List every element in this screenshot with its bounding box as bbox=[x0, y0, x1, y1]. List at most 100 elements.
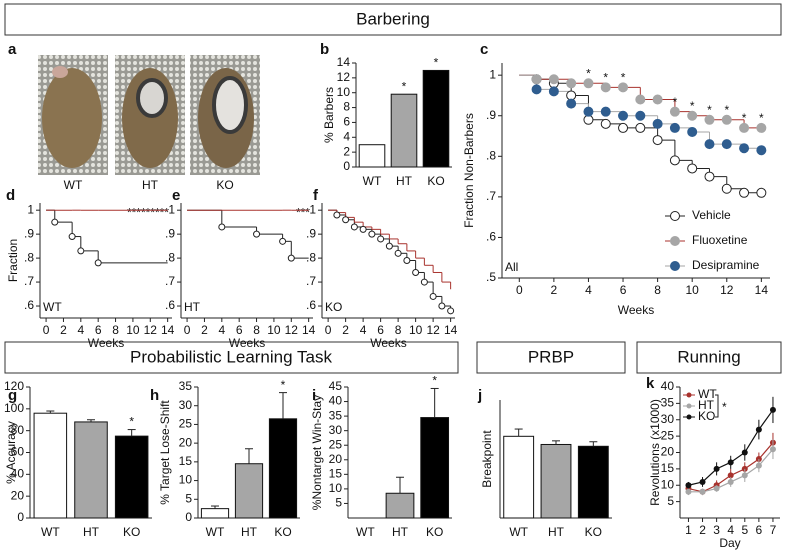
photo-caption: KO bbox=[216, 178, 233, 192]
legend-label: KO bbox=[698, 409, 715, 423]
legend-label: Desipramine bbox=[692, 258, 760, 272]
marker bbox=[669, 122, 680, 133]
legend-marker bbox=[686, 403, 692, 409]
bar bbox=[577, 445, 609, 519]
marker bbox=[429, 292, 437, 300]
legend-label: HT bbox=[698, 398, 715, 412]
marker bbox=[635, 110, 646, 121]
marker bbox=[51, 218, 59, 226]
marker bbox=[618, 122, 629, 133]
marker bbox=[756, 145, 767, 156]
photo-panel: a WT HT KO bbox=[8, 41, 260, 192]
marker bbox=[755, 462, 762, 469]
x-tick-label: 6 bbox=[620, 283, 627, 297]
y-tick-label: 15 bbox=[661, 461, 675, 475]
header-box bbox=[636, 341, 782, 374]
section-headers: Barbering Probabilistic Learning Task PR… bbox=[4, 3, 782, 374]
significance: * bbox=[129, 415, 134, 429]
marker bbox=[253, 230, 261, 238]
marker bbox=[566, 78, 577, 89]
x-tick-label: 4 bbox=[218, 323, 225, 337]
y-tick-label: 15 bbox=[179, 454, 193, 468]
marker bbox=[685, 482, 692, 489]
x-tick-label: 8 bbox=[654, 283, 661, 297]
x-tick-label: 8 bbox=[395, 323, 402, 337]
y-tick-label: 40 bbox=[661, 379, 675, 393]
inset-label: KO bbox=[325, 300, 342, 314]
marker bbox=[669, 155, 680, 166]
y-tick-label: .8 bbox=[306, 250, 316, 264]
marker bbox=[618, 110, 629, 121]
y-tick-label: 6 bbox=[343, 115, 350, 129]
x-tick-label: 4 bbox=[77, 323, 84, 337]
marker bbox=[769, 406, 776, 413]
y-tick-label: .6 bbox=[24, 298, 34, 312]
significance: * bbox=[673, 95, 678, 109]
x-tick-label: 0 bbox=[184, 323, 191, 337]
mouse-ear bbox=[52, 66, 68, 78]
y-tick-label: 0 bbox=[17, 510, 24, 524]
significance: * bbox=[759, 111, 764, 125]
photo-caption: HT bbox=[142, 178, 159, 192]
bar bbox=[422, 69, 450, 168]
y-tick-label: 8 bbox=[343, 100, 350, 114]
header-box bbox=[4, 341, 459, 374]
header: Probabilistic Learning Task bbox=[130, 347, 332, 366]
y-tick-label: .7 bbox=[24, 274, 34, 288]
marker bbox=[739, 187, 750, 198]
y-tick-label: .6 bbox=[486, 230, 496, 244]
y-axis-label: % Target Lose-Shift bbox=[158, 400, 172, 505]
legend-marker bbox=[686, 392, 692, 398]
y-tick-label: 1 bbox=[489, 67, 496, 81]
x-tick-label: HT bbox=[392, 525, 409, 539]
y-tick-label: .9 bbox=[486, 108, 496, 122]
x-tick-label: 2 bbox=[201, 323, 208, 337]
x-tick-label: 6 bbox=[236, 323, 243, 337]
x-tick-label: HT bbox=[241, 525, 258, 539]
mouse bbox=[42, 68, 102, 168]
marker bbox=[350, 223, 358, 231]
x-tick-label: WT bbox=[363, 174, 382, 188]
barbered-patch bbox=[136, 78, 168, 118]
significance: * bbox=[722, 400, 727, 414]
marker bbox=[713, 465, 720, 472]
x-tick-label: 0 bbox=[516, 283, 523, 297]
x-tick-label: 6 bbox=[95, 323, 102, 337]
x-tick-label: 6 bbox=[756, 523, 763, 537]
marker bbox=[368, 230, 376, 238]
y-axis-label: %Nontarget Win-Stay bbox=[310, 395, 324, 510]
marker bbox=[600, 106, 611, 117]
y-tick-label: 0 bbox=[185, 510, 192, 524]
y-tick-label: .6 bbox=[165, 298, 175, 312]
marker bbox=[377, 235, 385, 243]
y-tick-label: .9 bbox=[24, 226, 34, 240]
panel-letter: i bbox=[312, 387, 316, 404]
significance: * bbox=[432, 374, 437, 388]
x-tick-label: 10 bbox=[409, 323, 423, 337]
marker bbox=[756, 122, 767, 133]
y-tick-label: 30 bbox=[661, 412, 675, 426]
significance: * bbox=[586, 66, 591, 80]
y-tick-label: 25 bbox=[329, 437, 343, 451]
marker bbox=[741, 472, 748, 479]
header: PRBP bbox=[528, 347, 574, 366]
marker bbox=[652, 118, 663, 129]
y-tick-label: .8 bbox=[24, 250, 34, 264]
y-tick-label: .8 bbox=[486, 148, 496, 162]
panel-letter: j bbox=[477, 387, 482, 404]
y-tick-label: 100 bbox=[4, 401, 24, 415]
y-tick-label: 1 bbox=[27, 202, 34, 216]
marker bbox=[727, 478, 734, 485]
header: Running bbox=[677, 347, 740, 366]
marker bbox=[687, 163, 698, 174]
x-tick-label: 2 bbox=[342, 323, 349, 337]
y-tick-label: 45 bbox=[329, 379, 343, 393]
y-tick-label: 25 bbox=[179, 417, 193, 431]
marker bbox=[687, 126, 698, 137]
x-tick-label: KO bbox=[585, 525, 602, 539]
marker bbox=[531, 84, 542, 95]
marker bbox=[769, 446, 776, 453]
x-tick-label: HT bbox=[548, 525, 565, 539]
inset-label: HT bbox=[184, 300, 201, 314]
